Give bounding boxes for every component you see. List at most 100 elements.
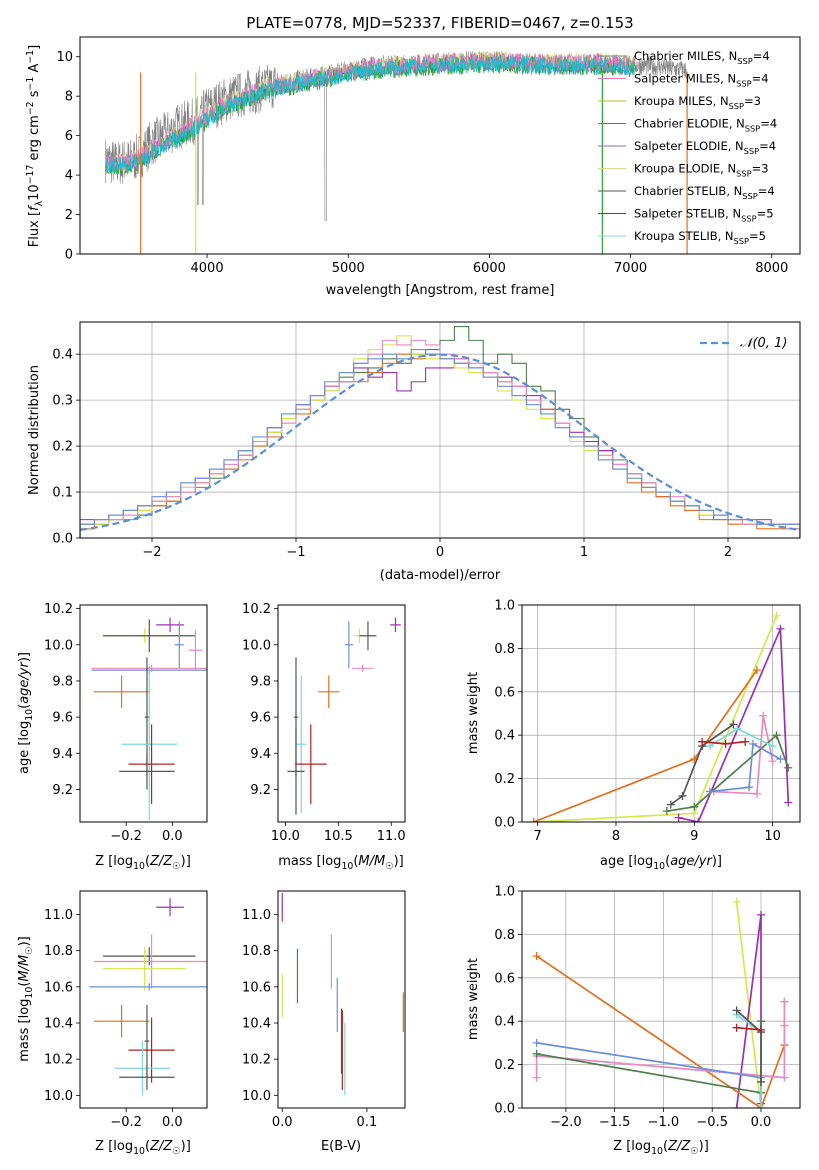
label-part: erg cm [27,115,42,164]
legend-label: Chabrier ELODIE, NSSP=4 [634,117,777,134]
label-part: )] [699,1139,709,1154]
axes-mass-vs-Z: −0.2 0.010.010.210.410.610.811.0Z [log10(… [17,890,208,1157]
label-part: M/M [358,854,385,869]
y-tick-label: 9.2 [250,783,271,798]
y-tick-label: 10.0 [44,1089,73,1104]
label-part: )] [394,854,404,869]
label-part: age [log [17,721,32,774]
plus-marker [768,742,777,751]
errorbar-point [352,664,374,672]
x-tick-label: 6000 [473,261,506,276]
axes-frame [79,604,208,823]
y-tick-label: 10.6 [44,980,73,995]
label-part: Salpeter STELIB, N [634,207,741,221]
errorbar-point [119,1064,175,1090]
label-part: mass [log [278,854,341,869]
errorbar-point [344,621,354,669]
plus-marker [741,737,750,746]
axes-age-vs-mass: 10.0 10.5 11.0 9.2 9.4 9.6 9.8 10.0 10.2 mass [lo… [242,602,406,872]
plus-marker [532,1049,541,1058]
plus-marker [733,724,742,733]
label-part: =3 [752,162,769,176]
weight-series-line [670,723,734,806]
label-part: =5 [749,229,766,243]
y-tick-label: 6 [65,129,73,144]
label-part: Kroupa MILES, N [634,94,729,108]
y-tick-label: 8 [65,90,73,105]
label-part: SSP [737,56,752,66]
x-axis-label: wavelength [Angstrom, rest frame] [326,283,555,298]
label-part: −2 [25,101,36,115]
axes-weight-vs-Z: −2.0 −1.5 −1.0 −0.5 0.0 0.0 0.2 0.4 0.6 0.8 1.0 Z [… [466,885,801,1157]
y-axis-label: mass [log10(M/M☉)] [17,936,35,1062]
x-tick-label: −1.5 [599,1115,631,1130]
plus-marker [772,731,781,740]
plus-marker [694,818,703,822]
label-part: ( [353,854,358,869]
x-tick-label: 10.0 [271,829,300,844]
y-tick-label: 10 [56,50,73,65]
errorbar-point [188,630,203,671]
weight-series-line [666,734,790,812]
x-tick-label: 8000 [755,261,788,276]
plus-marker [784,798,793,807]
plus-marker [666,800,675,809]
x-tick-label: −2 [142,545,161,560]
label-part: )] [712,854,722,869]
y-tick-label: 0.6 [494,971,515,986]
y-tick-label: 10.4 [242,1017,271,1032]
normal-curve [80,353,800,531]
label-part: Chabrier MILES, N [634,49,737,63]
label-part: 10 [653,861,665,872]
plus-marker [532,1073,541,1082]
y-tick-label: 0.2 [494,772,515,787]
y-tick-label: 0.1 [52,486,73,501]
label-part: 10 [133,861,145,872]
legend-label: Salpeter MILES, NSSP=4 [634,72,769,89]
weight-series-line [533,615,778,822]
weight-series-line [713,714,774,795]
legend-label: Salpeter ELODIE, NSSP=4 [634,139,776,156]
errorbar-point [93,675,150,709]
y-tick-label: 10.0 [44,638,73,653]
y-tick-label: 9.2 [52,783,73,798]
y-tick-label: 1.0 [494,599,515,614]
label-part: Z/Z [149,1139,173,1154]
label-part: Flux [ [27,211,42,247]
plus-marker [776,624,785,633]
errorbar-point [390,617,401,633]
plus-marker [532,1038,541,1047]
label-part: 10 [133,1146,145,1157]
legend-label: 𝒩(0, 1) [740,336,787,351]
label-part: λ [34,200,45,206]
label-part: ( [665,854,670,869]
label-part: Z [log [613,1139,651,1154]
histogram-legend: 𝒩(0, 1) [700,336,787,351]
x-tick-label: 0.0 [162,829,183,844]
x-tick-label: 7 [534,829,542,844]
y-tick-label: 0.0 [494,816,515,831]
x-tick-label: 8 [612,829,620,844]
plus-marker [678,791,687,800]
plus-marker [756,1104,765,1108]
errorbar-point [156,898,184,917]
label-part: 10 [341,861,353,872]
errorbar-point [91,664,207,672]
plus-marker [662,807,671,816]
errorbar-point [318,675,340,709]
x-tick-label: 9 [690,829,698,844]
plot-area-mass-vs-Z [89,898,207,1096]
x-tick-label: 0 [436,545,444,560]
errorbar-point [114,1041,171,1096]
label-part: =5 [757,207,774,221]
plus-marker [732,1006,741,1015]
label-part: SSP [741,214,756,224]
x-tick-label: −2.0 [550,1115,582,1130]
plot-area-weight-vs-age [522,605,800,822]
plus-marker [784,763,793,772]
plus-marker [749,739,758,748]
label-part: =4 [758,184,775,198]
axes-frame [79,321,801,539]
plot-area-mass-vs-EBV [281,892,404,1096]
plus-marker [698,737,707,746]
